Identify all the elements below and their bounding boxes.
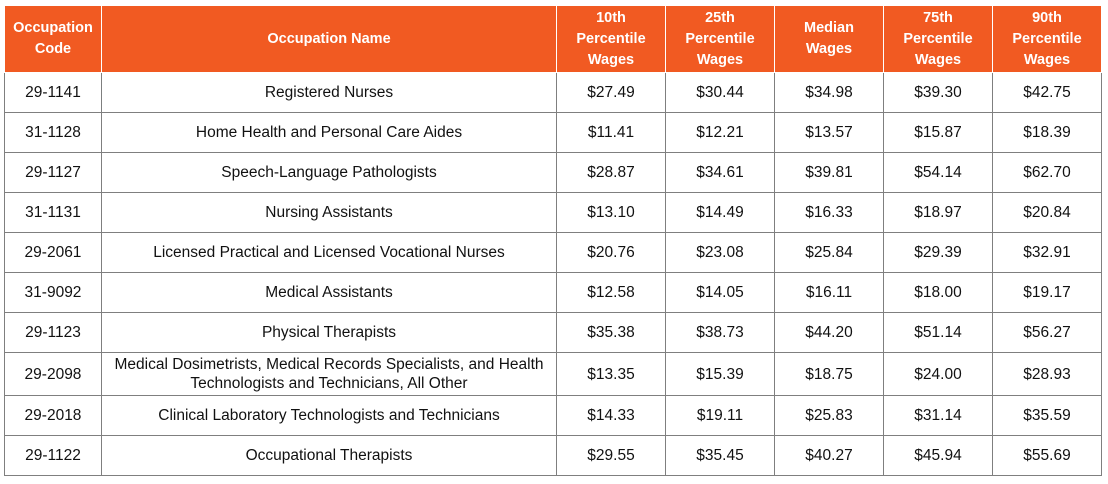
cell-median: $44.20: [774, 312, 884, 353]
cell-occupation-name: Clinical Laboratory Technologists and Te…: [101, 395, 557, 436]
cell-occupation-name: Medical Assistants: [101, 272, 557, 313]
cell-occupation-code: 29-1122: [4, 435, 102, 476]
cell-10th-percentile: $12.58: [556, 272, 666, 313]
cell-median: $25.84: [774, 232, 884, 273]
cell-occupation-name: Medical Dosimetrists, Medical Records Sp…: [101, 352, 557, 396]
cell-75th-percentile: $15.87: [883, 112, 993, 153]
cell-occupation-code: 29-1123: [4, 312, 102, 353]
cell-75th-percentile: $51.14: [883, 312, 993, 353]
table-row: 29-2098 Medical Dosimetrists, Medical Re…: [4, 352, 1102, 396]
cell-occupation-code: 31-9092: [4, 272, 102, 313]
cell-occupation-name: Nursing Assistants: [101, 192, 557, 233]
cell-10th-percentile: $13.10: [556, 192, 666, 233]
cell-25th-percentile: $19.11: [665, 395, 775, 436]
cell-25th-percentile: $23.08: [665, 232, 775, 273]
cell-25th-percentile: $14.05: [665, 272, 775, 313]
cell-occupation-code: 29-1141: [4, 72, 102, 113]
table-row: 29-1123 Physical Therapists $35.38 $38.7…: [4, 312, 1102, 353]
header-median: Median Wages: [774, 5, 884, 73]
table-row: 31-9092 Medical Assistants $12.58 $14.05…: [4, 272, 1102, 313]
cell-90th-percentile: $20.84: [992, 192, 1102, 233]
cell-median: $13.57: [774, 112, 884, 153]
cell-occupation-code: 29-2018: [4, 395, 102, 436]
cell-25th-percentile: $30.44: [665, 72, 775, 113]
cell-90th-percentile: $35.59: [992, 395, 1102, 436]
table-row: 29-2018 Clinical Laboratory Technologist…: [4, 395, 1102, 436]
cell-75th-percentile: $31.14: [883, 395, 993, 436]
cell-median: $34.98: [774, 72, 884, 113]
cell-median: $16.11: [774, 272, 884, 313]
cell-10th-percentile: $20.76: [556, 232, 666, 273]
cell-10th-percentile: $29.55: [556, 435, 666, 476]
cell-10th-percentile: $35.38: [556, 312, 666, 353]
cell-25th-percentile: $34.61: [665, 152, 775, 193]
cell-75th-percentile: $39.30: [883, 72, 993, 113]
cell-25th-percentile: $12.21: [665, 112, 775, 153]
cell-90th-percentile: $18.39: [992, 112, 1102, 153]
cell-25th-percentile: $35.45: [665, 435, 775, 476]
table-row: 29-2061 Licensed Practical and Licensed …: [4, 232, 1102, 273]
header-occupation-code: Occupation Code: [4, 5, 102, 73]
table-row: 31-1128 Home Health and Personal Care Ai…: [4, 112, 1102, 153]
cell-90th-percentile: $19.17: [992, 272, 1102, 313]
cell-75th-percentile: $18.97: [883, 192, 993, 233]
cell-median: $39.81: [774, 152, 884, 193]
cell-occupation-code: 29-1127: [4, 152, 102, 193]
header-75th-percentile: 75th Percentile Wages: [883, 5, 993, 73]
cell-90th-percentile: $62.70: [992, 152, 1102, 193]
cell-10th-percentile: $28.87: [556, 152, 666, 193]
cell-median: $40.27: [774, 435, 884, 476]
cell-90th-percentile: $56.27: [992, 312, 1102, 353]
cell-occupation-name: Home Health and Personal Care Aides: [101, 112, 557, 153]
wages-table: Occupation Code Occupation Name 10th Per…: [4, 5, 1102, 476]
cell-75th-percentile: $45.94: [883, 435, 993, 476]
cell-10th-percentile: $27.49: [556, 72, 666, 113]
table-row: 29-1122 Occupational Therapists $29.55 $…: [4, 435, 1102, 476]
cell-90th-percentile: $32.91: [992, 232, 1102, 273]
cell-occupation-code: 31-1131: [4, 192, 102, 233]
cell-occupation-code: 29-2098: [4, 352, 102, 396]
cell-75th-percentile: $18.00: [883, 272, 993, 313]
cell-10th-percentile: $11.41: [556, 112, 666, 153]
cell-occupation-name: Physical Therapists: [101, 312, 557, 353]
table-row: 29-1127 Speech-Language Pathologists $28…: [4, 152, 1102, 193]
cell-occupation-code: 31-1128: [4, 112, 102, 153]
cell-median: $16.33: [774, 192, 884, 233]
header-row: Occupation Code Occupation Name 10th Per…: [4, 5, 1102, 73]
cell-occupation-code: 29-2061: [4, 232, 102, 273]
cell-90th-percentile: $55.69: [992, 435, 1102, 476]
cell-occupation-name: Occupational Therapists: [101, 435, 557, 476]
header-10th-percentile: 10th Percentile Wages: [556, 5, 666, 73]
header-occupation-name: Occupation Name: [101, 5, 557, 73]
header-90th-percentile: 90th Percentile Wages: [992, 5, 1102, 73]
cell-75th-percentile: $54.14: [883, 152, 993, 193]
cell-10th-percentile: $13.35: [556, 352, 666, 396]
cell-25th-percentile: $14.49: [665, 192, 775, 233]
cell-75th-percentile: $24.00: [883, 352, 993, 396]
cell-occupation-name: Registered Nurses: [101, 72, 557, 113]
cell-median: $18.75: [774, 352, 884, 396]
cell-median: $25.83: [774, 395, 884, 436]
cell-90th-percentile: $28.93: [992, 352, 1102, 396]
cell-75th-percentile: $29.39: [883, 232, 993, 273]
cell-occupation-name: Speech-Language Pathologists: [101, 152, 557, 193]
cell-90th-percentile: $42.75: [992, 72, 1102, 113]
cell-25th-percentile: $15.39: [665, 352, 775, 396]
header-25th-percentile: 25th Percentile Wages: [665, 5, 775, 73]
table-row: 29-1141 Registered Nurses $27.49 $30.44 …: [4, 72, 1102, 113]
cell-25th-percentile: $38.73: [665, 312, 775, 353]
table-row: 31-1131 Nursing Assistants $13.10 $14.49…: [4, 192, 1102, 233]
cell-10th-percentile: $14.33: [556, 395, 666, 436]
cell-occupation-name: Licensed Practical and Licensed Vocation…: [101, 232, 557, 273]
